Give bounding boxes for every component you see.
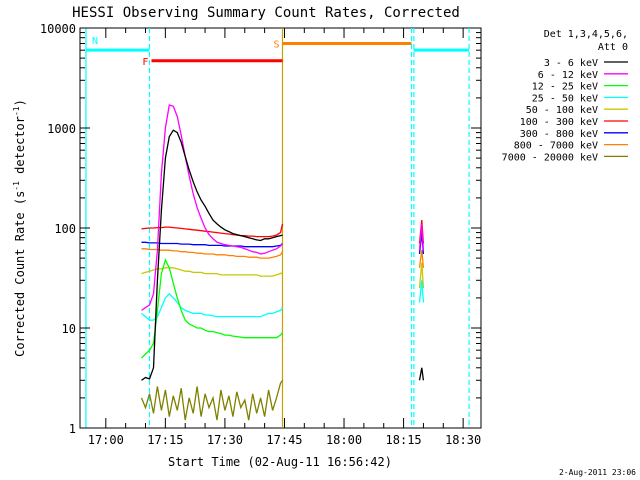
series-line [141, 248, 284, 259]
legend-header: Att 0 [598, 42, 628, 53]
x-tick-label: 18:15 [386, 433, 422, 447]
series-line [418, 367, 425, 381]
legend-label: 7000 - 20000 keV [502, 152, 598, 163]
footer-date: 2-Aug-2011 23:06 [559, 468, 636, 477]
legend-header: Det 1,3,4,5,6, [544, 29, 628, 40]
legend-label: 12 - 25 keV [532, 82, 598, 93]
x-tick-label: 17:30 [207, 433, 243, 447]
x-tick-label: 17:15 [147, 433, 183, 447]
y-tick-label: 10000 [40, 22, 76, 36]
series-line [418, 280, 425, 303]
x-tick-label: 17:00 [88, 433, 124, 447]
legend-label: 800 - 7000 keV [514, 141, 598, 152]
flag-label: F [142, 57, 148, 68]
legend-label: 25 - 50 keV [532, 93, 598, 104]
legend-label: 100 - 300 keV [520, 117, 598, 128]
series-line [141, 129, 283, 381]
flag-label: N [92, 36, 98, 47]
series-line [141, 104, 284, 311]
y-axis-label: Corrected Count Rate (s-1 detector-1) [12, 99, 27, 357]
legend-label: 6 - 12 keV [538, 70, 598, 81]
legend-label: 3 - 6 keV [544, 58, 598, 69]
legend-label: 50 - 100 keV [526, 105, 598, 116]
x-tick-label: 18:30 [445, 433, 481, 447]
series-line [141, 241, 283, 248]
series-line [141, 258, 284, 359]
y-tick-label: 10 [62, 322, 76, 336]
series-line [140, 379, 284, 421]
series-line [141, 267, 283, 277]
y-tick-label: 1000 [47, 122, 76, 136]
series-line [418, 250, 425, 268]
chart-title: HESSI Observing Summary Count Rates, Cor… [72, 5, 460, 21]
series-line [418, 262, 425, 289]
legend-label: 300 - 800 keV [520, 129, 598, 140]
flag-label: S [273, 39, 279, 50]
y-tick-label: 1 [69, 422, 76, 436]
x-tick-label: 17:45 [266, 433, 302, 447]
series-line [418, 223, 425, 251]
series-line [141, 223, 284, 238]
series-line [141, 292, 284, 321]
x-tick-label: 18:00 [326, 433, 362, 447]
y-tick-label: 100 [54, 222, 76, 236]
x-axis-label: Start Time (02-Aug-11 16:56:42) [168, 455, 392, 469]
